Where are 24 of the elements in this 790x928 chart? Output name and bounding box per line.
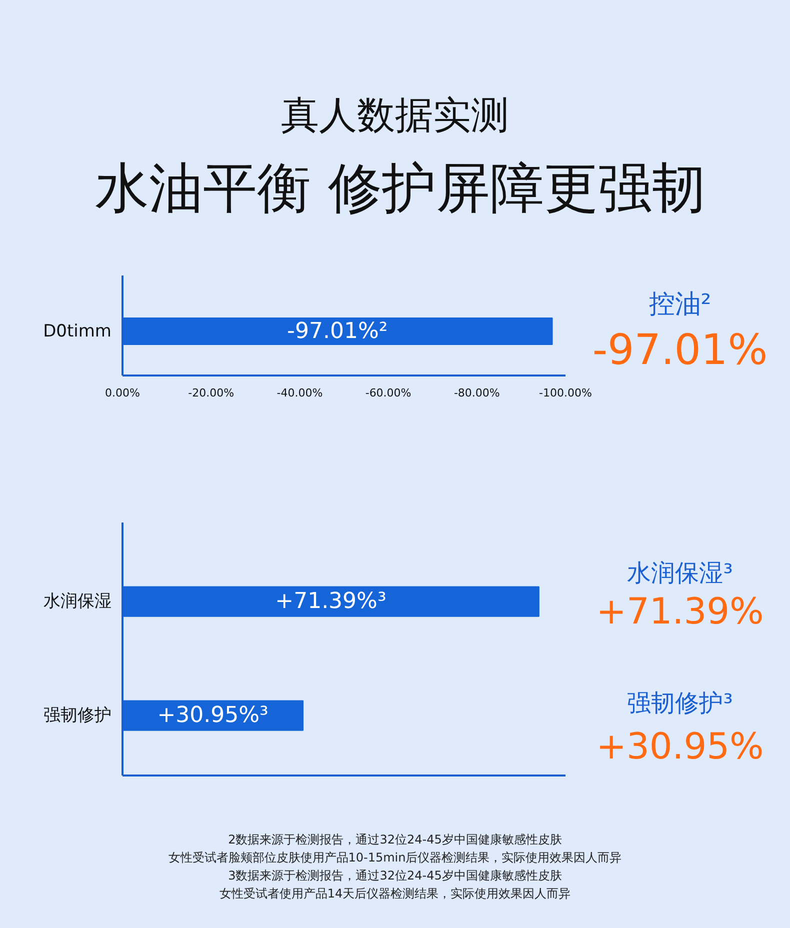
x-tick-label: -100.00% <box>539 386 592 400</box>
text: 强韧修护³ <box>626 688 734 719</box>
chart-subtitle: 水油平衡 修护屏障更强韧 <box>95 155 706 222</box>
text: -97.01% <box>592 325 768 374</box>
text: +30.95% <box>595 725 765 770</box>
data-label: +71.39%³ <box>275 589 386 614</box>
y-tick-label: 强韧修护 <box>44 706 112 726</box>
text: 女性受试者脸颊部位皮肤使用产品10-15min后仪器检测结果，实际使用效果因人而异 <box>167 849 623 866</box>
chart-title: 真人数据实测 <box>280 92 510 139</box>
x-tick-label: -80.00% <box>454 386 500 400</box>
text: 2数据来源于检测报告，通过32位24-45岁中国健康敏感性皮肤 <box>227 831 563 848</box>
y-tick-label: D0timm <box>43 321 112 342</box>
x-tick-label: -60.00% <box>365 386 412 400</box>
text: +71.39% <box>596 591 764 632</box>
text: 水润保湿³ <box>626 558 734 589</box>
data-label: +30.95%³ <box>157 703 268 728</box>
data-label: -97.01%² <box>287 318 388 344</box>
text: 女性受试者使用产品14天后仪器检测结果，实际使用效果因人而异 <box>218 885 572 902</box>
text: 3数据来源于检测报告，通过32位24-45岁中国健康敏感性皮肤 <box>227 867 563 884</box>
y-tick-label: 水润保湿 <box>44 592 112 612</box>
x-tick-label: -40.00% <box>276 386 323 400</box>
x-tick-label: -20.00% <box>188 386 234 400</box>
x-tick-label: 0.00% <box>105 386 140 400</box>
text: 控油² <box>648 289 712 320</box>
